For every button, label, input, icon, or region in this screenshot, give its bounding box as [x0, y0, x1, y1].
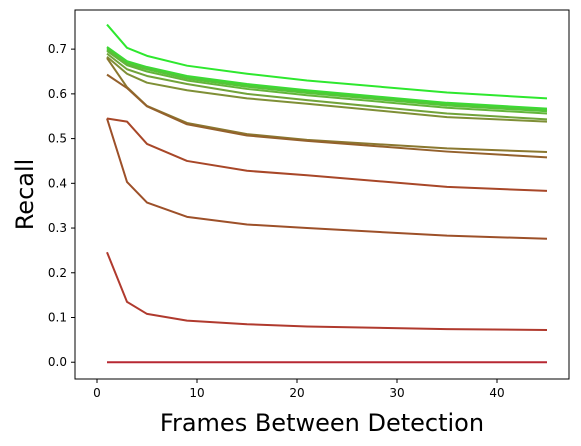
- series-line-3: [106, 47, 548, 111]
- series-lines: [106, 23, 548, 364]
- series-line-5: [106, 50, 548, 115]
- x-tick-label: 30: [389, 386, 404, 400]
- y-tick-label: 0.3: [48, 221, 67, 235]
- y-tick-label: 0.7: [48, 42, 67, 56]
- series-line-12: [106, 251, 548, 332]
- x-axis-label: Frames Between Detection: [160, 409, 484, 437]
- series-line-6: [106, 52, 548, 121]
- y-tick-label: 0.4: [48, 176, 67, 190]
- x-tick-label: 0: [93, 386, 101, 400]
- plot-frame: [74, 9, 570, 380]
- series-line-9: [106, 73, 548, 159]
- y-tick-label: 0.0: [48, 355, 67, 369]
- y-tick-label: 0.1: [48, 311, 67, 325]
- y-tick-label: 0.2: [48, 266, 67, 280]
- series-line-11: [106, 117, 548, 192]
- x-tick-label: 10: [189, 386, 204, 400]
- x-tick-label: 20: [289, 386, 304, 400]
- x-axis-ticks: 0 10 20 30 40: [93, 379, 505, 400]
- series-line-2: [106, 46, 548, 110]
- y-tick-label: 0.5: [48, 132, 67, 146]
- series-line-10: [106, 118, 548, 240]
- series-line-4: [106, 48, 548, 113]
- series-line-1: [106, 23, 548, 100]
- series-line-7: [106, 55, 548, 123]
- y-axis-ticks: 0.0 0.1 0.2 0.3 0.4 0.5 0.6 0.7: [48, 42, 75, 369]
- x-tick-label: 40: [489, 386, 504, 400]
- y-axis-label: Recall: [11, 159, 39, 231]
- y-tick-label: 0.6: [48, 87, 67, 101]
